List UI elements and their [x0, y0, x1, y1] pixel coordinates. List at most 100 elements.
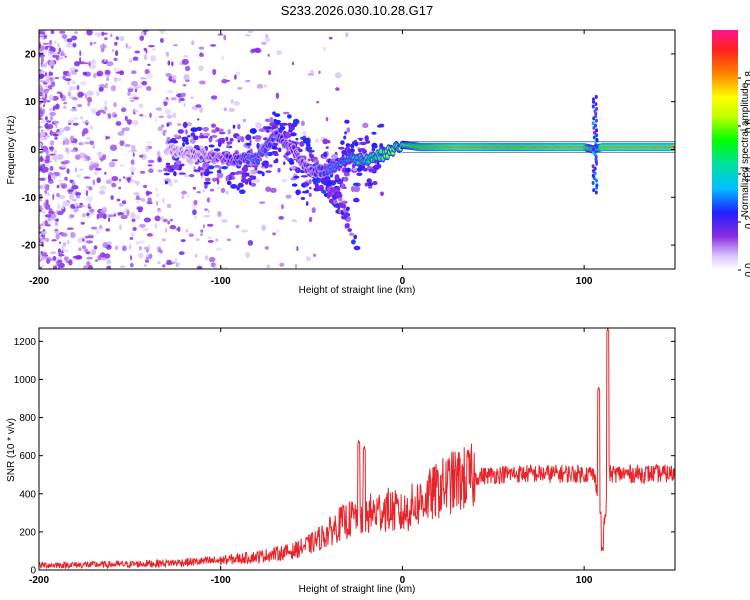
signal-blob: [303, 182, 310, 187]
noise-blob: [281, 178, 288, 183]
signal-blob: [322, 138, 329, 145]
noise-blob: [99, 224, 103, 230]
snr-background: [39, 328, 675, 570]
noise-blob: [217, 211, 222, 217]
noise-blob: [154, 215, 161, 222]
signal-blob: [198, 135, 206, 139]
x-tick-label: 100: [576, 276, 593, 287]
noise-blob: [55, 123, 58, 128]
noise-blob: [106, 259, 112, 265]
disturbance-blob: [595, 133, 599, 138]
signal-blob: [264, 118, 271, 123]
noise-blob: [118, 178, 122, 182]
noise-blob: [49, 218, 56, 221]
noise-blob: [115, 50, 119, 57]
noise-blob: [71, 181, 76, 187]
noise-blob: [49, 55, 53, 61]
noise-blob: [171, 74, 177, 81]
noise-blob: [89, 125, 94, 130]
noise-blob: [48, 39, 53, 46]
noise-blob: [185, 228, 189, 233]
noise-blob: [71, 142, 76, 146]
noise-blob: [155, 188, 158, 192]
noise-blob: [130, 175, 133, 178]
noise-blob: [93, 41, 97, 45]
noise-blob: [268, 70, 272, 75]
streak-blob: [353, 234, 358, 240]
noise-blob: [49, 165, 54, 172]
noise-blob: [99, 190, 106, 195]
noise-blob: [125, 43, 128, 48]
streak-blob: [343, 212, 351, 217]
noise-blob: [192, 186, 197, 190]
noise-blob: [195, 104, 202, 108]
noise-blob: [156, 193, 160, 197]
noise-blob: [124, 115, 128, 122]
noise-blob: [39, 34, 44, 37]
noise-blob: [123, 127, 130, 132]
noise-blob: [108, 241, 112, 245]
ridge-core: [292, 145, 296, 149]
streak-blob: [285, 131, 290, 137]
noise-blob: [87, 206, 92, 209]
noise-blob: [57, 202, 60, 210]
noise-blob: [139, 77, 147, 80]
noise-blob: [112, 212, 118, 215]
signal-blob: [225, 175, 230, 182]
signal-blob: [239, 189, 246, 194]
y-tick-label: 20: [25, 49, 37, 60]
streak-blob: [336, 192, 343, 199]
noise-blob: [63, 126, 71, 131]
noise-blob: [40, 55, 44, 59]
noise-blob: [61, 205, 65, 210]
noise-blob: [310, 69, 314, 75]
noise-blob: [111, 159, 118, 162]
signal-blob: [185, 141, 190, 145]
x-tick-label: -200: [29, 575, 49, 586]
signal-blob: [283, 154, 288, 159]
noise-blob: [60, 183, 68, 189]
noise-blob: [208, 256, 216, 263]
noise-blob: [196, 118, 200, 121]
noise-blob: [60, 165, 68, 168]
signal-blob: [373, 164, 380, 171]
noise-blob: [82, 128, 89, 135]
signal-blob: [344, 131, 347, 135]
signal-blob: [340, 140, 345, 145]
noise-blob: [308, 216, 313, 223]
noise-blob: [145, 191, 153, 195]
noise-blob: [133, 109, 139, 113]
noise-blob: [269, 187, 277, 193]
noise-blob: [90, 163, 95, 170]
noise-blob: [195, 254, 198, 258]
noise-blob: [72, 117, 79, 120]
noise-blob: [54, 120, 58, 124]
disturbance-blob: [592, 188, 596, 193]
signal-blob: [350, 143, 355, 149]
noise-blob: [128, 58, 133, 63]
noise-blob: [178, 251, 185, 256]
noise-blob: [87, 96, 92, 103]
noise-blob: [186, 158, 192, 164]
noise-blob: [46, 100, 51, 103]
noise-blob: [147, 244, 151, 249]
signal-blob: [344, 119, 350, 124]
noise-blob: [58, 47, 61, 53]
noise-blob: [70, 149, 77, 153]
noise-blob: [173, 114, 177, 119]
noise-blob: [183, 74, 190, 81]
noise-blob: [166, 114, 173, 119]
noise-blob: [44, 159, 50, 164]
noise-blob: [39, 43, 42, 49]
noise-blob: [198, 65, 204, 72]
noise-blob: [195, 238, 200, 242]
signal-blob: [181, 136, 189, 141]
noise-blob: [95, 259, 98, 262]
noise-blob: [107, 113, 112, 119]
noise-blob: [56, 43, 60, 48]
noise-blob: [61, 243, 65, 251]
noise-blob: [76, 84, 80, 91]
noise-blob: [166, 259, 172, 264]
